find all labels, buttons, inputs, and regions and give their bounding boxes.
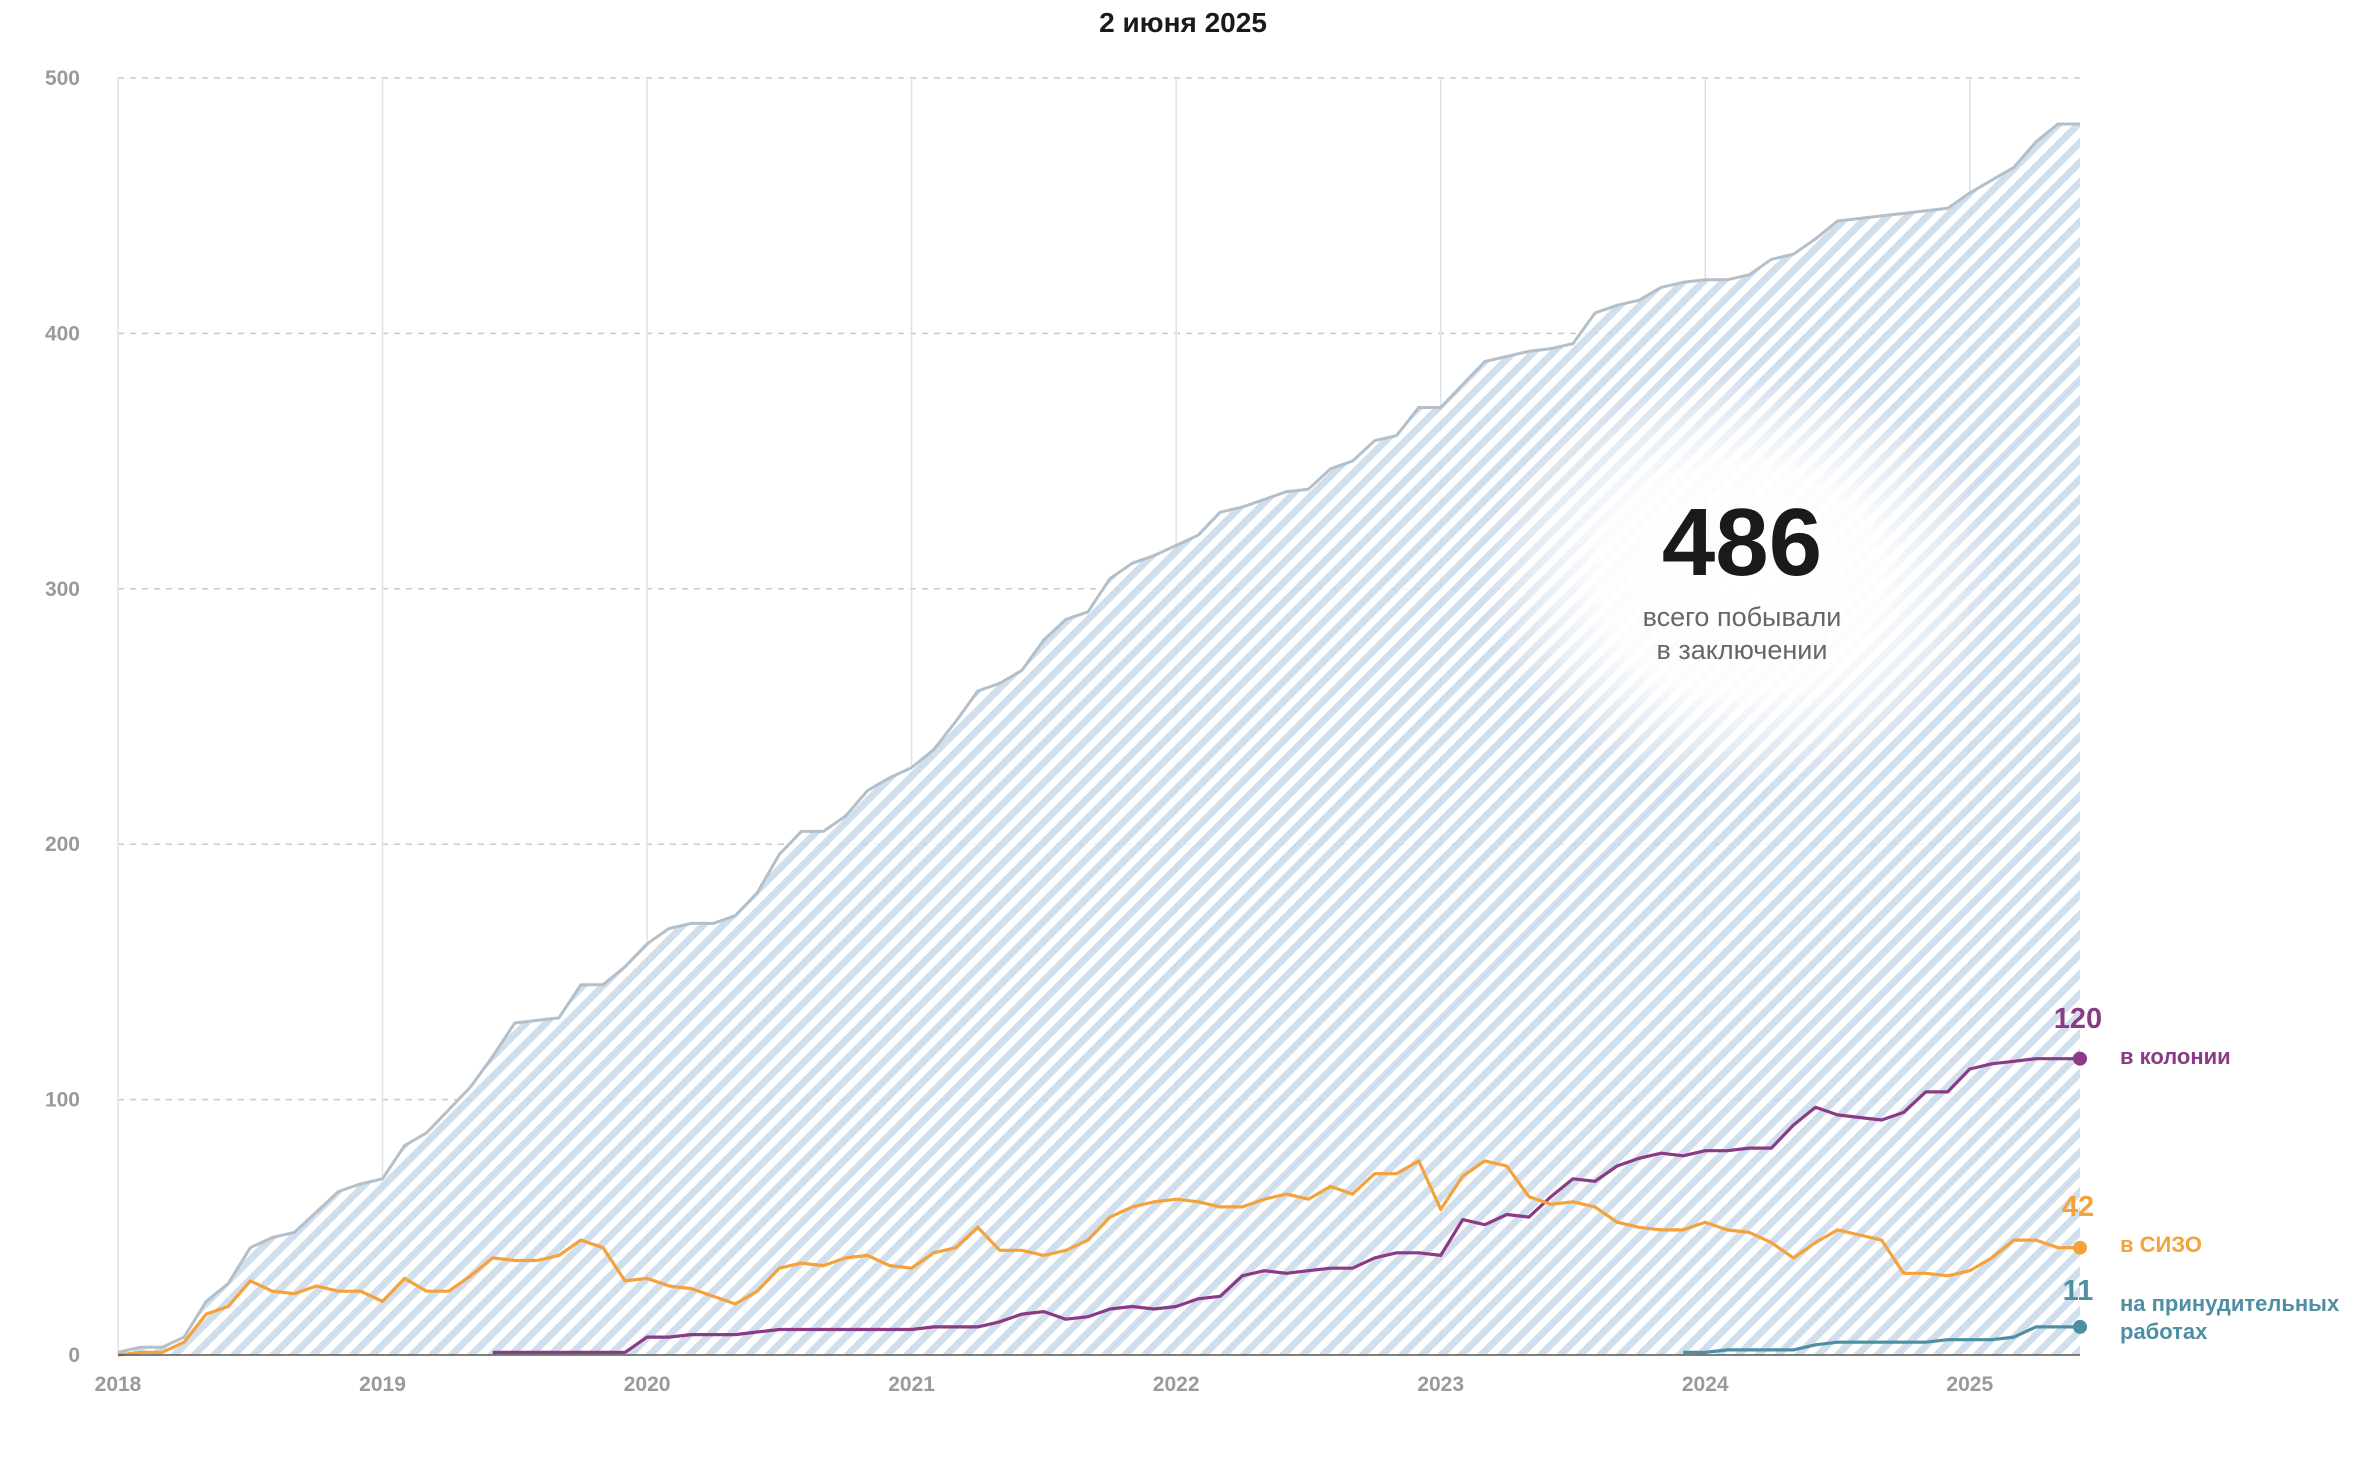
series-line-2 <box>117 1159 2080 1357</box>
y-tick-label: 100 <box>45 1089 80 1112</box>
x-tick-label: 2022 <box>1153 1373 1200 1396</box>
x-axis-ticks: 2018 2019 2020 2021 2022 2023 2024 2025 <box>95 1373 1994 1396</box>
colony-label: в колонии <box>2120 1044 2231 1069</box>
colony-end-value: 120 <box>2054 1003 2102 1035</box>
x-tick-label: 2020 <box>624 1373 671 1396</box>
annotation-halo <box>1480 370 2000 790</box>
chart-title: 2 июня 2025 <box>1099 7 1267 38</box>
sizo-label: в СИЗО <box>2120 1232 2202 1257</box>
end-marker-1 <box>2073 1051 2087 1066</box>
y-tick-label: 400 <box>45 322 80 345</box>
end-marker-2 <box>2073 1240 2087 1255</box>
forced-label-line1: на принудительных <box>2120 1291 2340 1316</box>
x-tick-label: 2025 <box>1946 1373 1993 1396</box>
y-tick-label: 0 <box>68 1344 80 1367</box>
end-markers <box>2073 1051 2087 1334</box>
y-tick-label: 200 <box>45 833 80 856</box>
total-caption-line2: в заключении <box>1657 635 1828 665</box>
series-line-3 <box>1683 1325 2080 1354</box>
y-tick-label: 500 <box>45 67 80 90</box>
total-count: 486 <box>1662 489 1822 596</box>
end-marker-3 <box>2073 1319 2087 1334</box>
total-caption-line1: всего побывали <box>1643 602 1842 632</box>
x-tick-label: 2023 <box>1417 1373 1464 1396</box>
total-line <box>117 122 2080 1354</box>
x-tick-label: 2024 <box>1682 1373 1729 1396</box>
sizo-end-value: 42 <box>2062 1191 2094 1223</box>
x-tick-label: 2021 <box>888 1373 935 1396</box>
y-axis-ticks: 0 100 200 300 400 500 <box>45 67 80 1367</box>
x-tick-label: 2019 <box>359 1373 406 1396</box>
forced-label-line2: работах <box>2120 1319 2208 1344</box>
series-lines <box>117 1057 2080 1357</box>
x-tick-label: 2018 <box>95 1373 142 1396</box>
y-tick-label: 300 <box>45 578 80 601</box>
forced-end-value: 11 <box>2063 1275 2094 1307</box>
series-line-1 <box>492 1057 2080 1354</box>
